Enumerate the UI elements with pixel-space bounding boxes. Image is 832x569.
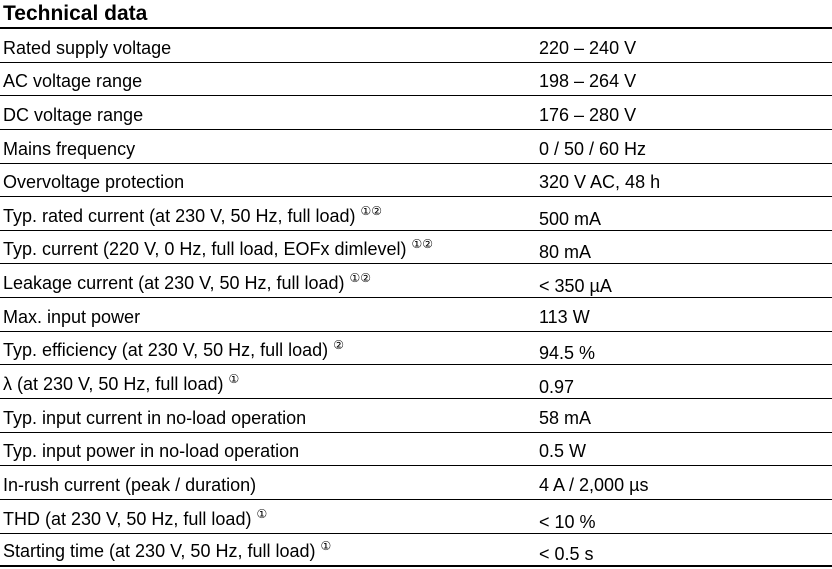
- parameter-text: Starting time (at 230 V, 50 Hz, full loa…: [3, 541, 316, 562]
- parameter-label: Starting time (at 230 V, 50 Hz, full loa…: [3, 539, 332, 562]
- table-row: Rated supply voltage 220 – 240 V: [0, 29, 832, 63]
- parameter-label: THD (at 230 V, 50 Hz, full load) ①: [3, 506, 268, 530]
- table-row: Typ. rated current (at 230 V, 50 Hz, ful…: [0, 197, 832, 231]
- footnote-markers: ①: [320, 539, 332, 554]
- parameter-text: Overvoltage protection: [3, 172, 185, 193]
- title-rule: [0, 27, 832, 29]
- parameter-label: Mains frequency: [3, 139, 135, 160]
- parameter-value: 80 mA: [539, 242, 592, 263]
- parameter-value: 4 A / 2,000 µs: [539, 474, 649, 495]
- parameter-text: AC voltage range: [3, 71, 143, 92]
- parameter-text: λ (at 230 V, 50 Hz, full load): [3, 374, 224, 395]
- parameter-value: 113 W: [539, 306, 590, 327]
- footnote-markers: ①②: [411, 237, 434, 252]
- parameter-label: Typ. input current in no-load operation: [3, 408, 306, 429]
- footnote-markers: ①②: [349, 271, 372, 286]
- table-row: Overvoltage protection 320 V AC, 48 h: [0, 164, 832, 198]
- parameter-text: Rated supply voltage: [3, 37, 172, 58]
- footnote-markers: ①②: [360, 203, 383, 218]
- parameter-value: < 350 µA: [539, 276, 612, 297]
- parameter-text: DC voltage range: [3, 104, 144, 125]
- parameter-label: Typ. efficiency (at 230 V, 50 Hz, full l…: [3, 338, 344, 361]
- table-row: Typ. efficiency (at 230 V, 50 Hz, full l…: [0, 332, 832, 366]
- parameter-text: Typ. efficiency (at 230 V, 50 Hz, full l…: [3, 340, 329, 361]
- parameter-value: 94.5 %: [539, 343, 596, 364]
- table-row: Typ. current (220 V, 0 Hz, full load, EO…: [0, 231, 832, 265]
- table-row: Leakage current (at 230 V, 50 Hz, full l…: [0, 264, 832, 299]
- table-row: λ (at 230 V, 50 Hz, full load) ① 0.97: [0, 365, 832, 400]
- table-row: DC voltage range 176 – 280 V: [0, 96, 832, 130]
- parameter-label: λ (at 230 V, 50 Hz, full load) ①: [3, 372, 240, 395]
- parameter-text: THD (at 230 V, 50 Hz, full load): [3, 508, 252, 529]
- parameter-value: 176 – 280 V: [539, 104, 637, 125]
- parameter-text: Typ. rated current (at 230 V, 50 Hz, ful…: [3, 205, 356, 226]
- parameter-text: In-rush current (peak / duration): [3, 474, 257, 495]
- parameter-label: Leakage current (at 230 V, 50 Hz, full l…: [3, 271, 372, 294]
- parameter-text: Typ. input current in no-load operation: [3, 407, 307, 428]
- footnote-markers: ①: [256, 506, 268, 521]
- parameter-value: < 10 %: [539, 511, 596, 532]
- parameter-value: 58 mA: [539, 407, 592, 428]
- parameter-value: 320 V AC, 48 h: [539, 172, 661, 193]
- parameter-text: Typ. input power in no-load operation: [3, 441, 300, 462]
- parameter-label: Overvoltage protection: [3, 172, 184, 193]
- table-row: AC voltage range 198 – 264 V: [0, 63, 832, 97]
- table-row: Mains frequency 0 / 50 / 60 Hz: [0, 130, 832, 164]
- parameter-value: 198 – 264 V: [539, 71, 637, 92]
- technical-data-table: Rated supply voltage 220 – 240 V AC volt…: [0, 29, 832, 568]
- parameter-value: < 0.5 s: [539, 544, 594, 565]
- table-row: Starting time (at 230 V, 50 Hz, full loa…: [0, 534, 832, 568]
- parameter-label: Max. input power: [3, 307, 140, 328]
- parameter-text: Mains frequency: [3, 138, 136, 159]
- parameter-label: AC voltage range: [3, 71, 142, 92]
- parameter-value: 220 – 240 V: [539, 37, 637, 58]
- table-row: In-rush current (peak / duration) 4 A / …: [0, 466, 832, 500]
- parameter-value: 500 mA: [539, 208, 602, 229]
- parameter-value: 0.97: [539, 377, 575, 398]
- parameter-label: Typ. rated current (at 230 V, 50 Hz, ful…: [3, 203, 383, 227]
- footnote-markers: ②: [333, 338, 344, 353]
- parameter-label: Typ. input power in no-load operation: [3, 441, 299, 462]
- parameter-text: Leakage current (at 230 V, 50 Hz, full l…: [3, 273, 345, 294]
- parameter-value: 0 / 50 / 60 Hz: [539, 138, 647, 159]
- parameter-label: Typ. current (220 V, 0 Hz, full load, EO…: [3, 237, 434, 260]
- parameter-label: In-rush current (peak / duration): [3, 475, 256, 496]
- table-row: THD (at 230 V, 50 Hz, full load) ① < 10 %: [0, 500, 832, 534]
- footnote-markers: ①: [228, 372, 240, 387]
- table-row: Max. input power 113 W: [0, 298, 832, 332]
- parameter-text: Max. input power: [3, 306, 141, 327]
- parameter-label: Rated supply voltage: [3, 38, 171, 59]
- section-title: Technical data: [3, 2, 148, 25]
- table-row: Typ. input current in no-load operation …: [0, 399, 832, 433]
- parameter-value: 0.5 W: [539, 441, 587, 462]
- parameter-text: Typ. current (220 V, 0 Hz, full load, EO…: [3, 239, 407, 260]
- parameter-label: DC voltage range: [3, 105, 143, 126]
- table-row: Typ. input power in no-load operation 0.…: [0, 433, 832, 467]
